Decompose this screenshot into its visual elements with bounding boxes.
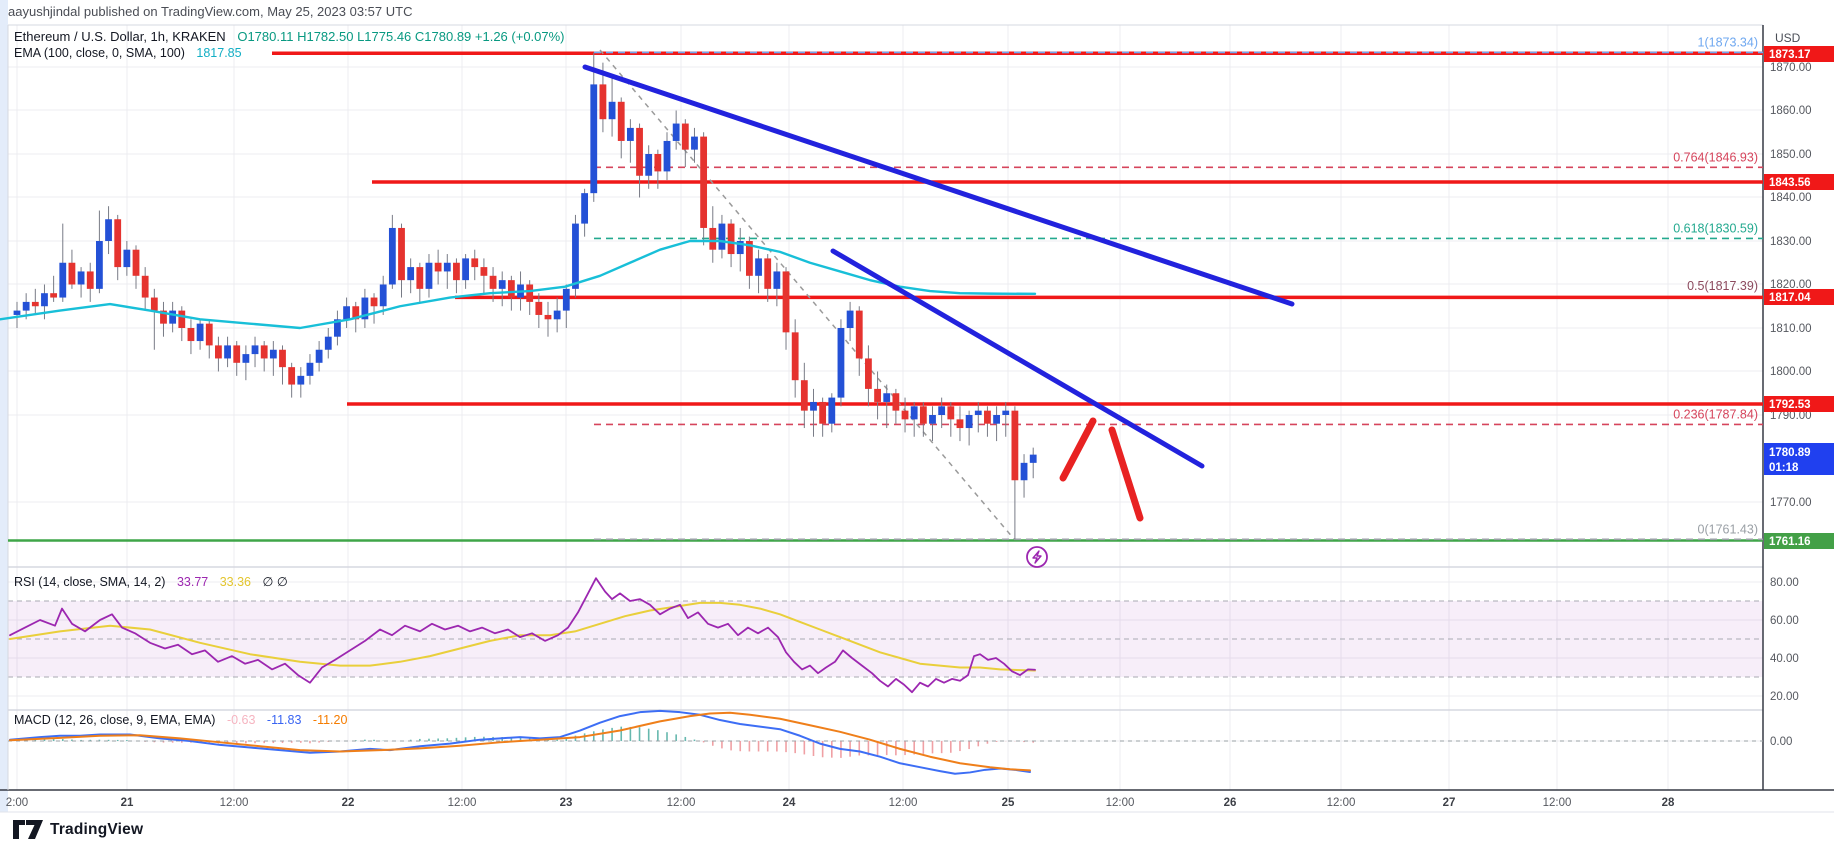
svg-text:01:18: 01:18 xyxy=(1769,462,1799,474)
svg-text:1770.00: 1770.00 xyxy=(1770,497,1812,509)
macd-line xyxy=(9,709,1031,775)
svg-text:40.00: 40.00 xyxy=(1770,653,1799,665)
grid xyxy=(8,25,1763,790)
macd-label: MACD (12, 26, close, 9, EMA, EMA) xyxy=(14,713,216,727)
svg-text:12:00: 12:00 xyxy=(889,797,918,809)
rsi-sma-line xyxy=(9,601,1036,672)
fib-labels: 1(1873.34) 0.764(1846.93) 0.618(1830.59) 0.… xyxy=(1673,35,1758,536)
macd-signal-value: -11.20 xyxy=(312,713,348,727)
svg-text:12:00: 12:00 xyxy=(1543,797,1572,809)
svg-text:0.764(1846.93): 0.764(1846.93) xyxy=(1673,150,1758,164)
svg-text:21: 21 xyxy=(121,797,134,809)
footer: TradingView xyxy=(13,820,143,839)
svg-text:12:00: 12:00 xyxy=(1106,797,1135,809)
svg-text:26: 26 xyxy=(1224,797,1237,809)
svg-text:0.236(1787.84): 0.236(1787.84) xyxy=(1673,407,1758,421)
ohlc-values: O1780.11 H1782.50 L1775.46 C1780.89 +1.2… xyxy=(237,29,565,44)
svg-text:1761.16: 1761.16 xyxy=(1769,536,1811,548)
svg-text:25: 25 xyxy=(1002,797,1015,809)
rsi-pane xyxy=(8,600,1763,678)
svg-text:1810.00: 1810.00 xyxy=(1770,323,1812,335)
svg-text:1790.00: 1790.00 xyxy=(1770,410,1812,422)
svg-text:1840.00: 1840.00 xyxy=(1770,192,1812,204)
svg-text:80.00: 80.00 xyxy=(1770,577,1799,589)
svg-text:0(1761.43): 0(1761.43) xyxy=(1698,522,1758,536)
svg-text:23: 23 xyxy=(560,797,573,809)
macd-legend[interactable]: MACD (12, 26, close, 9, EMA, EMA) -0.63 … xyxy=(14,713,347,727)
svg-text:1820.00: 1820.00 xyxy=(1770,279,1812,291)
svg-text:1800.00: 1800.00 xyxy=(1770,366,1812,378)
tradingview-logo-icon[interactable] xyxy=(13,820,43,839)
svg-text:60.00: 60.00 xyxy=(1770,615,1799,627)
rsi-line xyxy=(9,577,1036,694)
svg-text:1870.00: 1870.00 xyxy=(1770,62,1812,74)
time-axis: 2:00 21 12:00 22 12:00 23 12:00 24 12:00 25 12:00 2… xyxy=(6,797,1675,809)
rsi-value-2: 33.36 xyxy=(219,575,251,589)
rsi-label: RSI (14, close, SMA, 14, 2) xyxy=(14,575,166,589)
svg-text:12:00: 12:00 xyxy=(667,797,696,809)
macd-hist-value: -0.63 xyxy=(226,713,256,727)
svg-text:1843.56: 1843.56 xyxy=(1769,177,1811,189)
svg-text:27: 27 xyxy=(1443,797,1456,809)
support-resistance-lines xyxy=(8,51,1763,542)
svg-text:12:00: 12:00 xyxy=(448,797,477,809)
svg-text:2:00: 2:00 xyxy=(6,797,28,809)
svg-text:1850.00: 1850.00 xyxy=(1770,149,1812,161)
svg-text:1873.17: 1873.17 xyxy=(1769,49,1811,61)
ema-value: 1817.85 xyxy=(196,46,242,60)
svg-text:28: 28 xyxy=(1662,797,1675,809)
candles xyxy=(13,52,1037,540)
trendlines xyxy=(582,64,1295,469)
pane-frames xyxy=(0,24,1834,813)
svg-text:1(1873.34): 1(1873.34) xyxy=(1698,35,1758,49)
svg-text:12:00: 12:00 xyxy=(220,797,249,809)
ema-legend[interactable]: EMA (100, close, 0, SMA, 100) 1817.85 xyxy=(14,46,242,60)
svg-text:20.00: 20.00 xyxy=(1770,691,1799,703)
svg-text:1860.00: 1860.00 xyxy=(1770,105,1812,117)
publish-byline: aayushjindal published on TradingView.co… xyxy=(8,4,413,19)
flash-marker xyxy=(1026,546,1048,568)
svg-text:1830.00: 1830.00 xyxy=(1770,236,1812,248)
svg-text:0.618(1830.59): 0.618(1830.59) xyxy=(1673,221,1758,235)
svg-text:USD: USD xyxy=(1775,31,1801,45)
svg-text:1817.04: 1817.04 xyxy=(1769,292,1811,304)
ema-label: EMA (100, close, 0, SMA, 100) xyxy=(14,46,185,60)
svg-text:12:00: 12:00 xyxy=(1327,797,1356,809)
svg-text:22: 22 xyxy=(342,797,355,809)
rsi-value-1: 33.77 xyxy=(176,575,209,589)
svg-text:1780.89: 1780.89 xyxy=(1769,447,1811,459)
drawn-red-segments xyxy=(1059,417,1144,522)
svg-text:24: 24 xyxy=(783,797,796,809)
svg-text:1792.53: 1792.53 xyxy=(1769,399,1811,411)
rsi-hidden-values: ∅ ∅ xyxy=(262,575,288,589)
fib-anchor-diagonal xyxy=(599,49,1015,540)
macd-signal-line xyxy=(9,711,1031,772)
fib-retracement-lines xyxy=(594,51,1763,541)
svg-text:0.5(1817.39): 0.5(1817.39) xyxy=(1687,279,1758,293)
price-axis: USD 1870.00 1860.00 1850.00 1840.00 1830.00 18… xyxy=(1764,31,1834,748)
symbol-legend[interactable]: Ethereum / U.S. Dollar, 1h, KRAKEN O1780… xyxy=(14,29,565,44)
tradingview-brand-text[interactable]: TradingView xyxy=(50,820,144,838)
macd-line-value: -11.83 xyxy=(266,713,302,727)
symbol-title: Ethereum / U.S. Dollar, 1h, KRAKEN xyxy=(14,29,226,44)
rsi-legend[interactable]: RSI (14, close, SMA, 14, 2) 33.77 33.36 … xyxy=(14,574,288,589)
svg-text:0.00: 0.00 xyxy=(1770,736,1792,748)
